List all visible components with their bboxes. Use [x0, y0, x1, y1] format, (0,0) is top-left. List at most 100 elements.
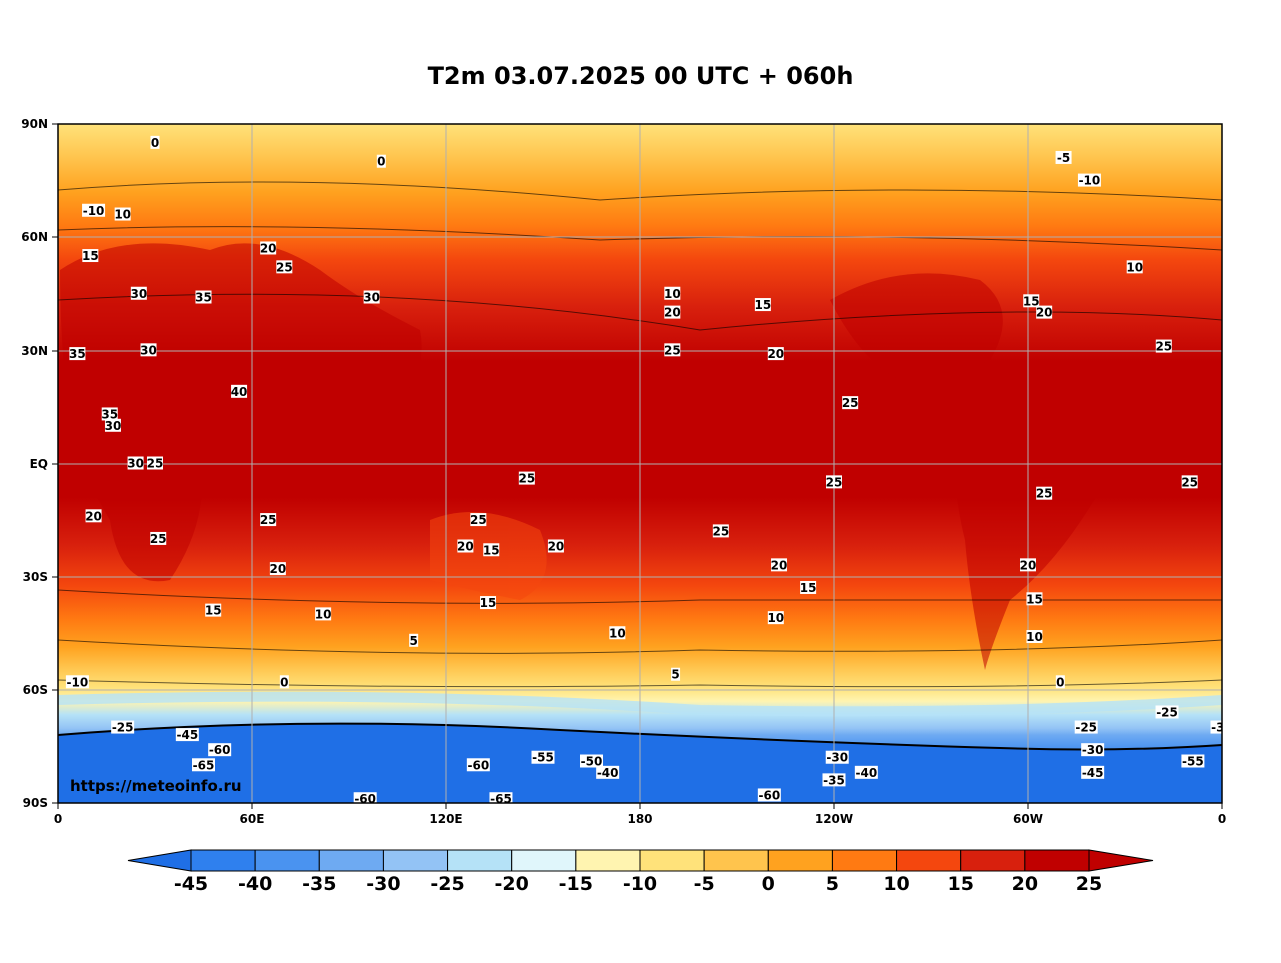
svg-text:15: 15: [82, 249, 99, 263]
svg-text:35: 35: [69, 347, 86, 361]
colorbar-segment: [1024, 849, 1090, 872]
svg-text:5: 5: [409, 634, 417, 648]
svg-text:-60: -60: [354, 792, 376, 806]
svg-text:30: 30: [105, 419, 122, 433]
svg-text:15: 15: [800, 581, 817, 595]
svg-text:10: 10: [1126, 260, 1143, 274]
svg-text:25: 25: [276, 260, 293, 274]
contour-label: 20: [1020, 558, 1037, 572]
svg-text:5: 5: [671, 668, 679, 682]
contour-label: -5: [1055, 150, 1072, 165]
svg-text:10: 10: [114, 208, 131, 222]
contour-label: -55: [531, 750, 555, 765]
colorbar-segment: [190, 849, 256, 872]
lon-label-120w: 120W: [814, 812, 854, 826]
colorbar-label: -10: [622, 873, 658, 895]
colorbar-label: 10: [883, 873, 910, 895]
colorbar-label: -20: [494, 873, 529, 895]
contour-label: -35: [822, 773, 846, 787]
contour-label: 25: [826, 475, 843, 489]
contour-label: 10: [1126, 260, 1143, 274]
contour-label: 15: [755, 298, 772, 312]
colorbar-label: -40: [237, 873, 273, 895]
contour-label: 20: [260, 241, 277, 255]
colorbar-segment: [896, 849, 962, 872]
svg-text:25: 25: [826, 475, 843, 489]
lat-label-30n: 30N: [21, 344, 48, 358]
lat-label-90s: 90S: [22, 796, 48, 810]
svg-text:0: 0: [280, 675, 288, 689]
contour-label: -60: [353, 792, 377, 806]
svg-text:-60: -60: [758, 788, 780, 802]
colorbar-label: -30: [366, 873, 401, 895]
contour-label: 15: [1026, 592, 1043, 606]
svg-text:-65: -65: [193, 758, 215, 772]
colorbar-label: -35: [302, 873, 337, 895]
contour-label: 30: [140, 343, 157, 357]
colorbar-segment: [960, 849, 1026, 872]
contour-label: -30: [825, 750, 849, 765]
svg-text:-10: -10: [1079, 174, 1101, 188]
contour-label: -40: [854, 765, 878, 780]
colorbar-segment: [254, 849, 320, 872]
contour-label: 35: [69, 347, 86, 361]
svg-text:-60: -60: [209, 743, 231, 757]
contour-label: -45: [1081, 765, 1105, 780]
colorbar-label: -25: [430, 873, 465, 895]
contour-label: -45: [175, 728, 199, 742]
lat-label-30s: 30S: [22, 570, 48, 584]
svg-text:15: 15: [483, 543, 500, 557]
svg-text:20: 20: [1020, 558, 1037, 572]
map-title: T2m 03.07.2025 00 UTC + 060h: [427, 62, 854, 90]
contour-label: 10: [315, 607, 331, 621]
svg-text:25: 25: [1036, 487, 1053, 501]
svg-text:30: 30: [127, 457, 144, 471]
svg-text:0: 0: [377, 155, 385, 169]
contour-label: -10: [65, 675, 89, 689]
contour-label: 0: [376, 154, 386, 169]
contour-label: -10: [82, 203, 106, 218]
lon-label-60w: 60W: [1013, 812, 1043, 826]
svg-text:20: 20: [457, 539, 474, 553]
colorbar-segment: [767, 849, 833, 872]
contour-label: -40: [596, 765, 620, 780]
contour-label: 20: [457, 539, 474, 553]
contour-label: 5: [409, 633, 419, 648]
colorbar-segment: [447, 849, 513, 872]
contour-label: -60: [757, 788, 781, 802]
contour-label: -55: [1181, 754, 1205, 769]
svg-text:-30: -30: [826, 751, 848, 765]
contour-label: 25: [260, 513, 277, 527]
contour-label: 30: [127, 456, 144, 471]
contour-label: 25: [147, 456, 163, 471]
contour-label: -25: [1155, 705, 1179, 719]
svg-text:20: 20: [1036, 306, 1053, 320]
svg-text:10: 10: [767, 611, 784, 625]
contour-label: 0: [279, 675, 289, 689]
svg-text:-10: -10: [83, 204, 105, 218]
svg-text:15: 15: [755, 298, 772, 312]
svg-text:-40: -40: [855, 766, 877, 780]
contour-label: 25: [150, 531, 167, 546]
contour-label: -60: [466, 758, 490, 772]
colorbar-label: 15: [947, 873, 974, 895]
contour-label: 15: [483, 543, 500, 557]
contour-label: 10: [664, 286, 681, 301]
colorbar-label: 20: [1011, 873, 1039, 895]
svg-text:0: 0: [151, 136, 159, 150]
contour-label: 0: [1055, 675, 1065, 689]
contour-label: 25: [470, 513, 487, 527]
lat-label-60s: 60S: [22, 683, 48, 697]
contour-label: 10: [767, 611, 784, 625]
colorbar-segment: [703, 849, 769, 872]
isotherms: [58, 181, 1222, 688]
colorbar-label: -5: [693, 873, 715, 895]
colorbar-label: 25: [1075, 873, 1103, 895]
contour-label: -65: [192, 758, 215, 772]
contour-label: 20: [548, 539, 564, 553]
svg-text:30: 30: [140, 343, 157, 357]
colorbar-segment: [318, 849, 384, 872]
svg-text:10: 10: [609, 626, 626, 640]
contour-label: -30: [1081, 743, 1105, 757]
